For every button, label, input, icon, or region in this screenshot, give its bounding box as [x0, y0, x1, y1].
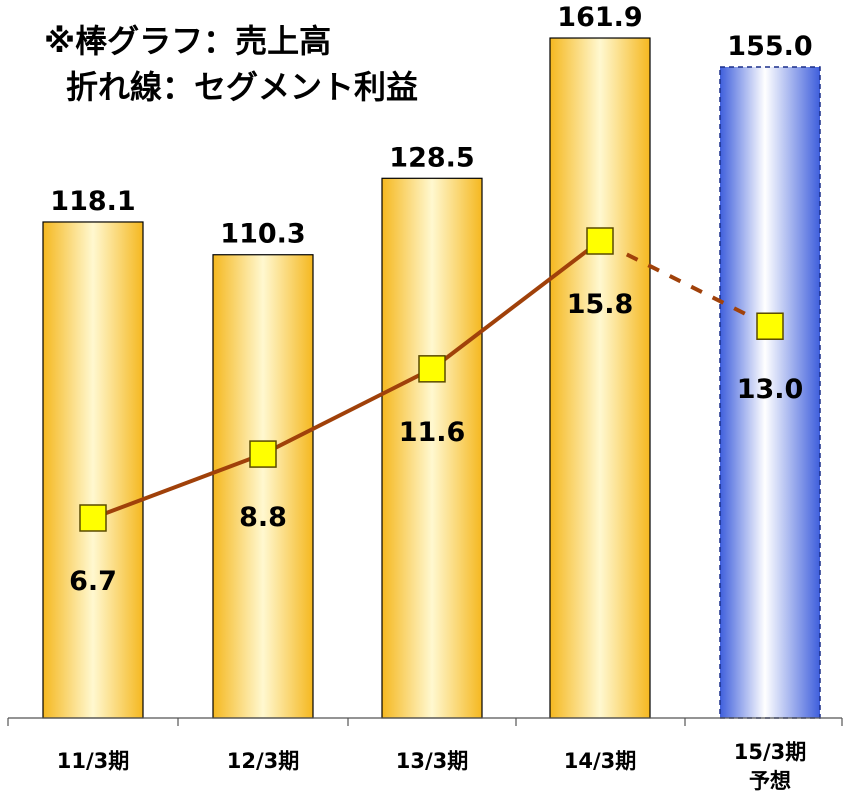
line-value-label: 6.7 [69, 566, 117, 597]
x-tick-label: 15/3期 [734, 740, 807, 764]
bar [549, 37, 651, 719]
bars-layer: 118.1 110.3 128.5 161.9 155.0 [42, 2, 821, 719]
x-tick-label: 11/3期 [57, 749, 130, 773]
line-point-marker [756, 312, 784, 340]
bar-value-label: 155.0 [727, 31, 812, 62]
x-tick-label: 12/3期 [227, 749, 300, 773]
bar [381, 177, 483, 719]
legend-line-line: 折れ線：セグメント利益 [66, 68, 418, 106]
line-segment [92, 452, 264, 520]
line-layer: 6.7 8.8 11.6 15.8 13.0 [69, 227, 804, 597]
x-tick-label: 14/3期 [564, 749, 637, 773]
line-point-marker [79, 504, 107, 532]
legend-note: ※棒グラフ：売上高 折れ線：セグメント利益 [44, 22, 418, 106]
bar [212, 254, 314, 719]
legend-line-bars: ※棒グラフ：売上高 [44, 22, 331, 60]
line-point-marker [586, 227, 614, 255]
bar-value-label: 110.3 [220, 219, 305, 250]
line-value-label: 8.8 [239, 502, 287, 533]
bar-forecast [719, 66, 821, 719]
line-value-label: 15.8 [567, 289, 634, 320]
bar-value-label: 128.5 [389, 142, 474, 173]
line-point-marker [418, 355, 446, 383]
line-segment [262, 367, 433, 456]
x-tick-sublabel: 予想 [749, 769, 791, 793]
line-value-label: 13.0 [737, 374, 804, 405]
bar [42, 221, 144, 719]
x-tick-label: 13/3期 [396, 749, 469, 773]
bar-value-label: 161.9 [557, 2, 642, 33]
bar-value-label: 118.1 [50, 186, 135, 217]
line-value-label: 11.6 [399, 417, 466, 448]
line-segment [430, 239, 602, 371]
line-point-marker [249, 440, 277, 468]
